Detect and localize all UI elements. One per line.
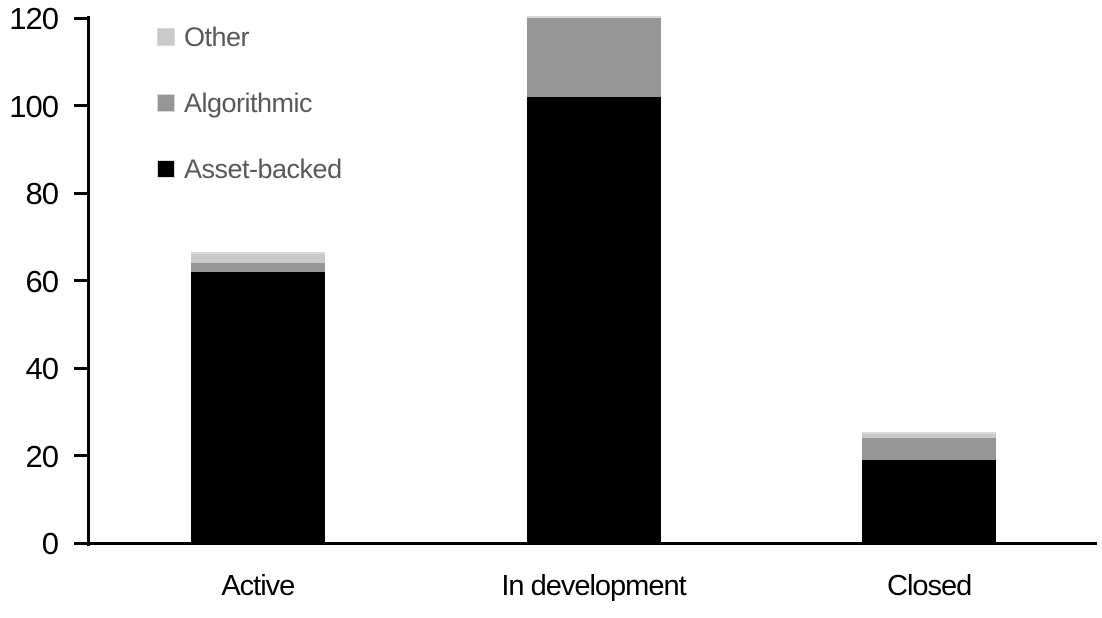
legend-swatch-asset-backed: [157, 160, 175, 178]
y-axis-tick: [74, 454, 90, 457]
bar-segment-asset-backed: [190, 271, 325, 543]
legend-label-asset-backed: Asset-backed: [184, 153, 342, 184]
y-tick-label: 80: [25, 176, 59, 211]
y-axis-line: [87, 16, 90, 546]
bar-segment-asset-backed: [526, 96, 661, 543]
x-category-label-closed: Closed: [887, 570, 972, 602]
bar-top-border: [862, 431, 997, 434]
y-axis-tick: [74, 104, 90, 107]
legend-swatch-other: [157, 28, 175, 46]
x-category-label-in-development: In development: [501, 570, 686, 602]
y-axis-tick: [74, 16, 90, 20]
bar-top-border: [190, 252, 325, 255]
x-category-label-active: Active: [221, 570, 295, 602]
x-axis-line: [74, 541, 1097, 545]
y-axis-tick: [74, 366, 90, 370]
bar-segment-asset-backed: [862, 459, 997, 543]
y-axis-tick: [74, 191, 90, 195]
legend-item-other: Other: [157, 23, 250, 50]
legend-label-other: Other: [184, 21, 250, 52]
bar-segment-algorithmic: [190, 263, 325, 272]
legend-item-asset-backed: Asset-backed: [157, 155, 342, 182]
y-tick-label: 60: [25, 263, 59, 299]
legend-label-algorithmic: Algorithmic: [184, 87, 313, 118]
bar-segment-algorithmic: [526, 18, 661, 97]
y-tick-label: 20: [25, 438, 59, 474]
bar-active: [190, 0, 325, 543]
legend-swatch-algorithmic: [157, 94, 175, 112]
bar-in-development: [526, 0, 661, 543]
y-axis-tick: [74, 279, 90, 282]
bar-segment-other: [862, 433, 997, 438]
bar-segment-algorithmic: [862, 438, 997, 460]
y-tick-label: 40: [25, 351, 59, 386]
y-tick-label: 100: [9, 88, 59, 124]
legend-item-algorithmic: Algorithmic: [157, 89, 313, 116]
y-tick-label: 120: [9, 1, 59, 36]
bar-closed: [862, 0, 997, 543]
bar-segment-other: [190, 254, 325, 263]
y-tick-label: 0: [41, 526, 59, 561]
bar-top-border: [526, 16, 661, 18]
